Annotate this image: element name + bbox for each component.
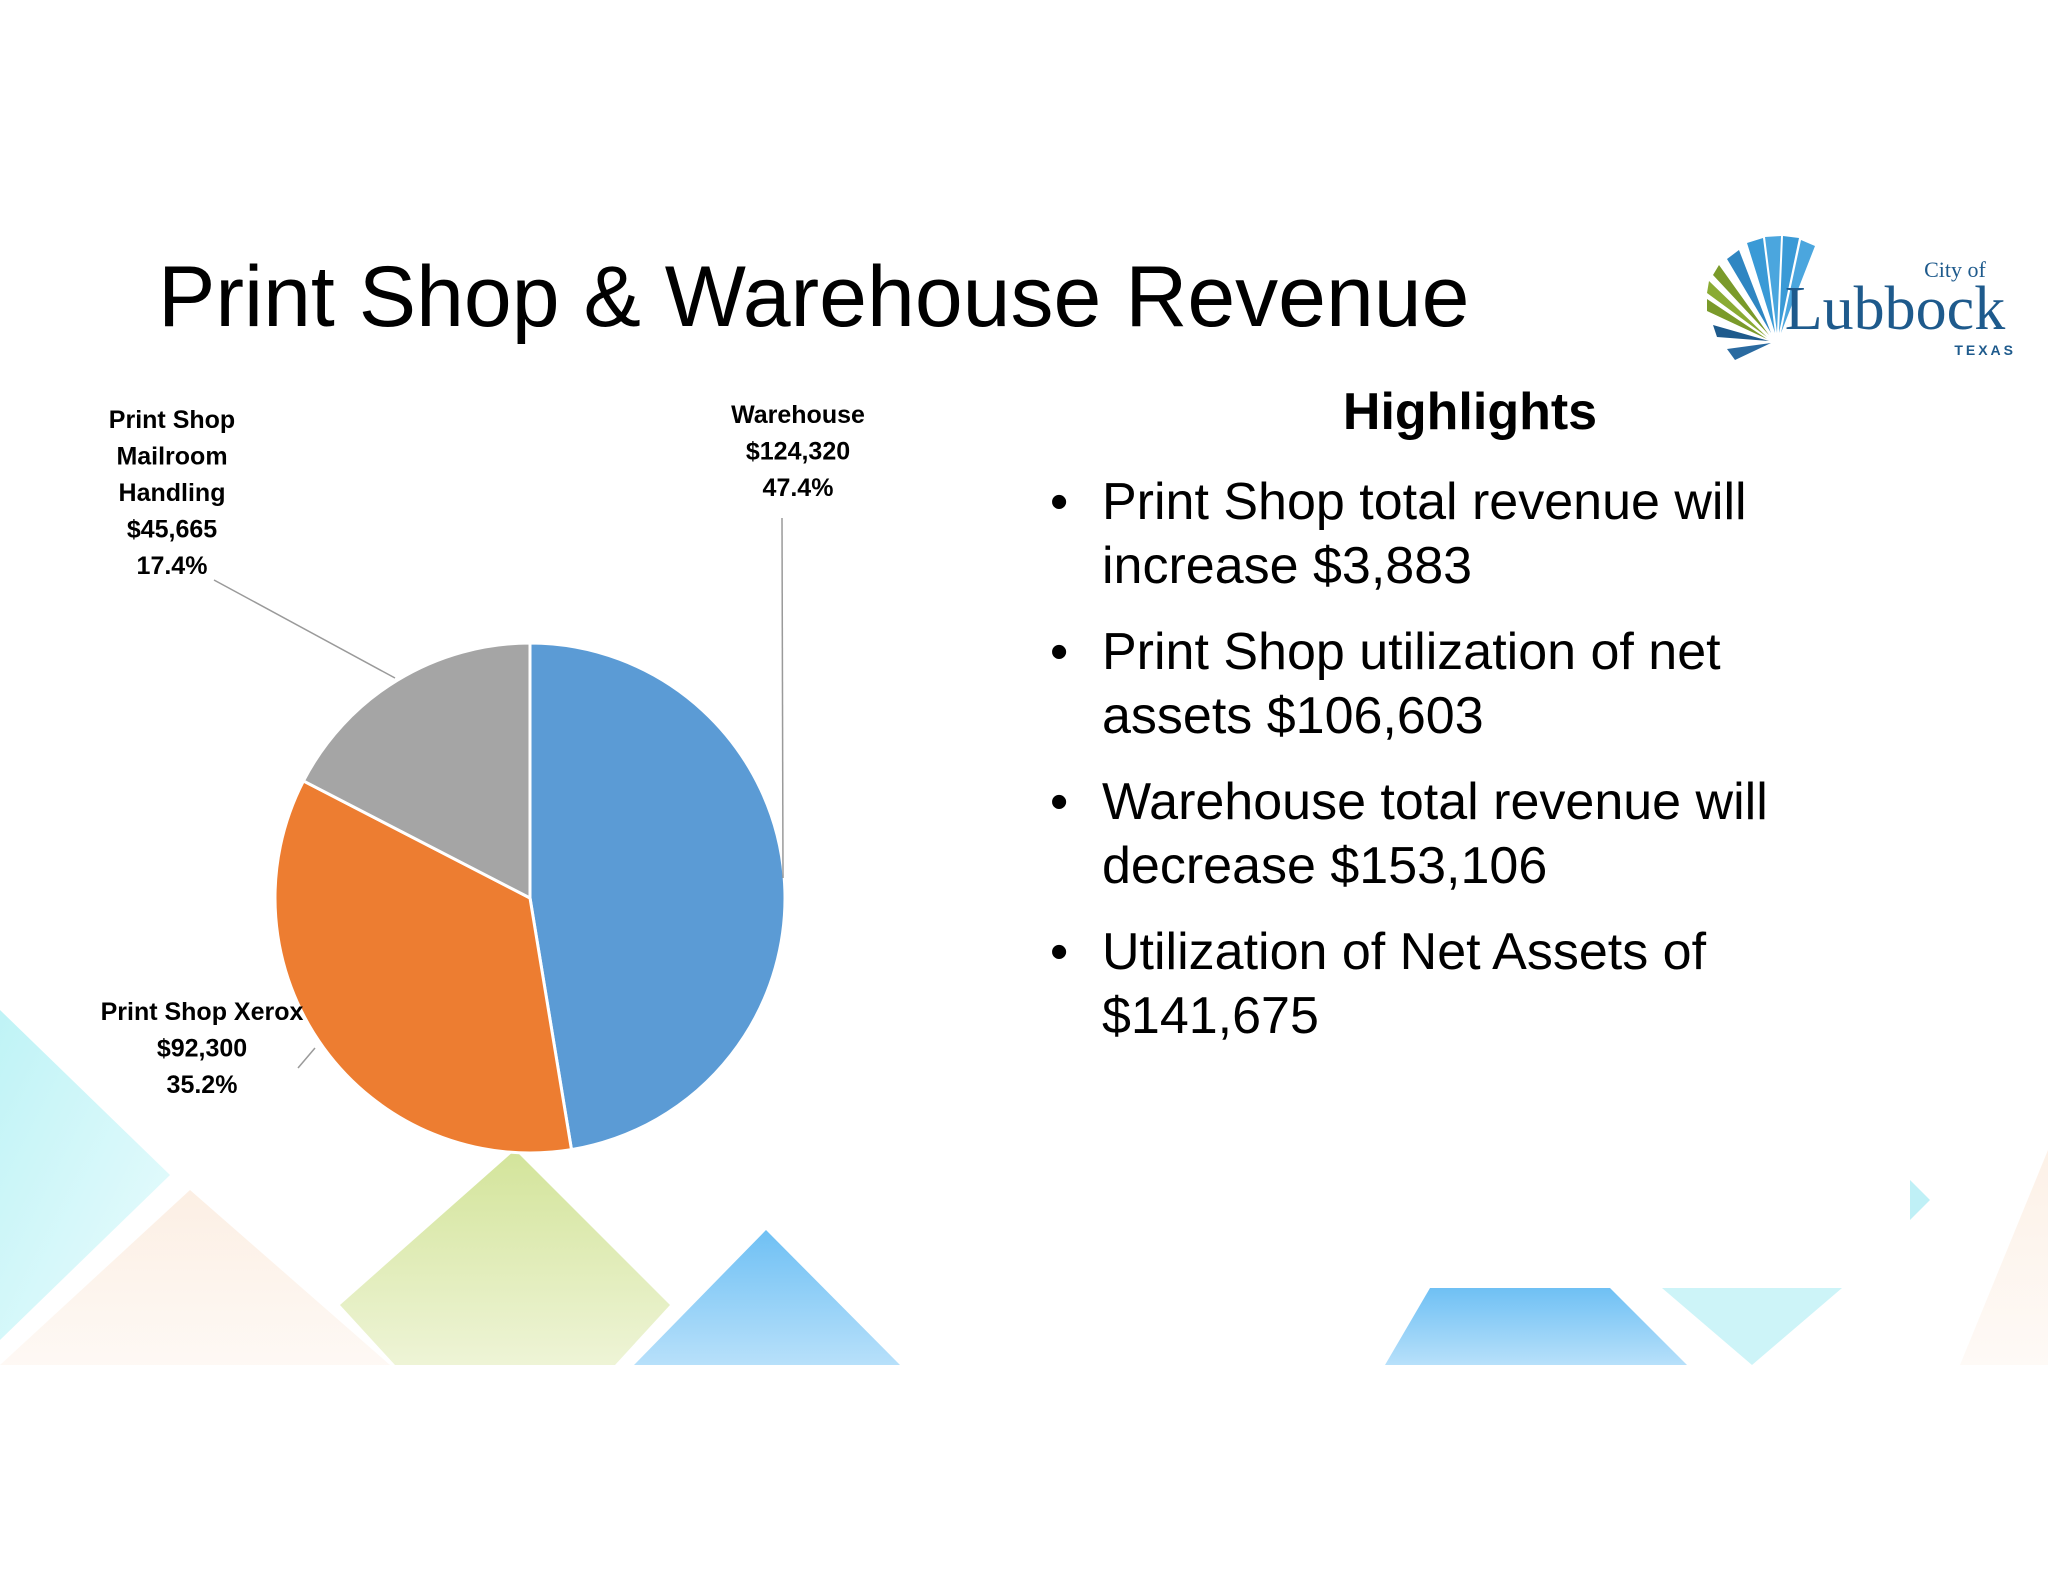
cyan-triangle-left (0, 1010, 170, 1340)
highlight-line: Utilization of Net Assets of (1102, 923, 1707, 981)
data-label-line: 35.2% (167, 1071, 238, 1099)
pie-slice-print-shop-xerox (273, 778, 574, 1155)
highlights-heading: Highlights (1342, 383, 1598, 441)
data-label-line: Mailroom (116, 443, 227, 471)
cyan-triangle-right (1662, 1288, 1842, 1365)
data-label-line: Handling (119, 479, 226, 507)
peach-triangle-left (0, 1190, 390, 1365)
logo-city-of: City of (1924, 257, 1986, 282)
highlight-line: assets $106,603 (1102, 687, 1484, 745)
green-diamond (340, 1150, 670, 1365)
blue-triangle-center (634, 1230, 900, 1365)
revenue-pie-chart: Warehouse $124,320 47.4% Print Shop Xerox $9… (101, 401, 865, 1155)
bullet-icon: • (1050, 923, 1069, 981)
highlight-line: decrease $153,106 (1102, 837, 1548, 895)
data-label: Print Shop Mailroom Handling $45,665 17.4% (109, 406, 235, 580)
highlight-item: • Warehouse total revenue will decrease … (1050, 770, 1870, 898)
pie-slice-print-shop-mailroom-handling (301, 641, 532, 901)
highlight-line: Print Shop utilization of net (1102, 623, 1721, 681)
pie-slice-warehouse (528, 641, 787, 1152)
leader-line (213, 579, 396, 679)
leader-line (297, 1047, 316, 1069)
slide-title: Print Shop & Warehouse Revenue (158, 249, 1470, 345)
data-label-line: $92,300 (157, 1035, 247, 1063)
sunburst-icon (1707, 236, 1815, 360)
logo-name: Lubbock (1785, 275, 2005, 343)
data-label-line: $124,320 (746, 438, 850, 466)
blue-trapezoid-right (1385, 1288, 1687, 1365)
highlight-line: Print Shop total revenue will (1102, 473, 1747, 531)
peach-triangle-right (1960, 1150, 2048, 1365)
highlights-list: • Print Shop total revenue will increase… (1050, 470, 1870, 1070)
data-label-line: Print Shop (109, 406, 235, 434)
highlight-line: increase $3,883 (1102, 537, 1473, 595)
data-label-line: $45,665 (127, 516, 217, 544)
highlight-item: • Print Shop total revenue will increase… (1050, 470, 1870, 598)
data-label-line: Print Shop Xerox (101, 998, 304, 1026)
cyan-small-triangle (1910, 1180, 1930, 1220)
data-label-line: 47.4% (763, 474, 834, 502)
data-label: Print Shop Xerox $92,300 35.2% (101, 998, 304, 1099)
data-label: Warehouse $124,320 47.4% (731, 401, 865, 502)
data-label-line: Warehouse (731, 401, 865, 429)
data-label-line: 17.4% (137, 552, 208, 580)
highlight-line: $141,675 (1102, 987, 1319, 1045)
city-of-lubbock-logo: City of Lubbock TEXAS (1707, 236, 2016, 360)
bullet-icon: • (1050, 623, 1069, 681)
bullet-icon: • (1050, 773, 1069, 831)
logo-state: TEXAS (1954, 342, 2016, 358)
highlight-item: • Print Shop utilization of net assets $… (1050, 620, 1870, 748)
bullet-icon: • (1050, 473, 1069, 531)
highlight-line: Warehouse total revenue will (1102, 773, 1768, 831)
highlight-item: • Utilization of Net Assets of $141,675 (1050, 920, 1870, 1048)
leader-line (781, 517, 784, 879)
